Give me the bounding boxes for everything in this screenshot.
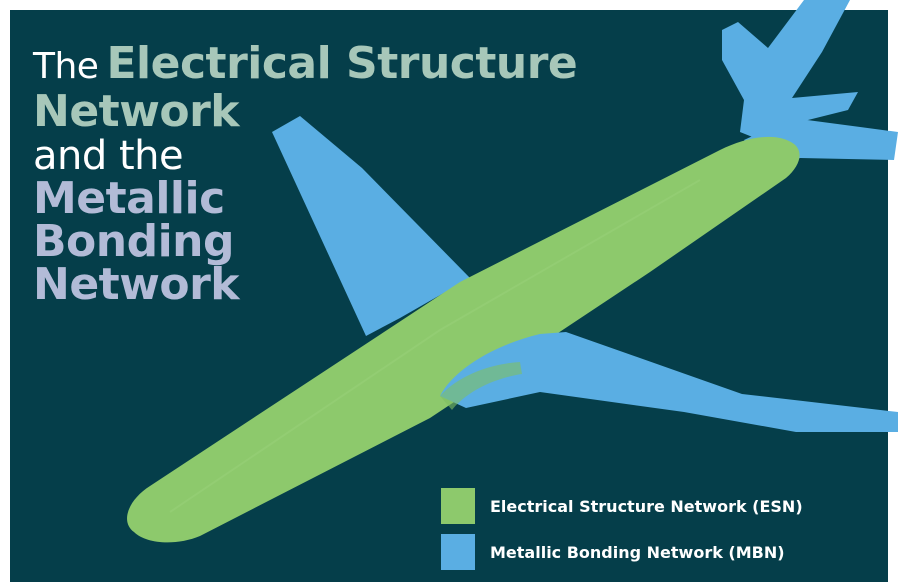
wing-root-fairing (440, 362, 522, 410)
title-electrical-structure: Electrical Structure (106, 38, 578, 89)
mbn-label: Metallic Bonding Network (MBN) (490, 543, 785, 562)
near-wing (440, 332, 898, 432)
title-and-the: and the (33, 133, 184, 179)
legend-item-esn: Electrical Structure Network (ESN) (441, 488, 881, 534)
esn-swatch (441, 488, 475, 524)
title-network-esn: Network (33, 86, 240, 137)
mbn-swatch (441, 534, 475, 570)
title-bonding: Bonding (33, 216, 235, 267)
legend: Electrical Structure Network (ESN) Metal… (441, 488, 881, 580)
vertical-tail-fin (722, 0, 858, 140)
esn-label: Electrical Structure Network (ESN) (490, 497, 803, 516)
fuselage (127, 136, 800, 543)
fuselage-highlight (169, 179, 701, 513)
page-title: The Electrical Structure Network and the … (33, 42, 683, 310)
legend-item-mbn: Metallic Bonding Network (MBN) (441, 534, 881, 580)
far-wing (272, 116, 470, 336)
title-network-mbn: Network (33, 259, 240, 310)
title-metallic: Metallic (33, 173, 225, 224)
title-the: The (33, 46, 99, 87)
